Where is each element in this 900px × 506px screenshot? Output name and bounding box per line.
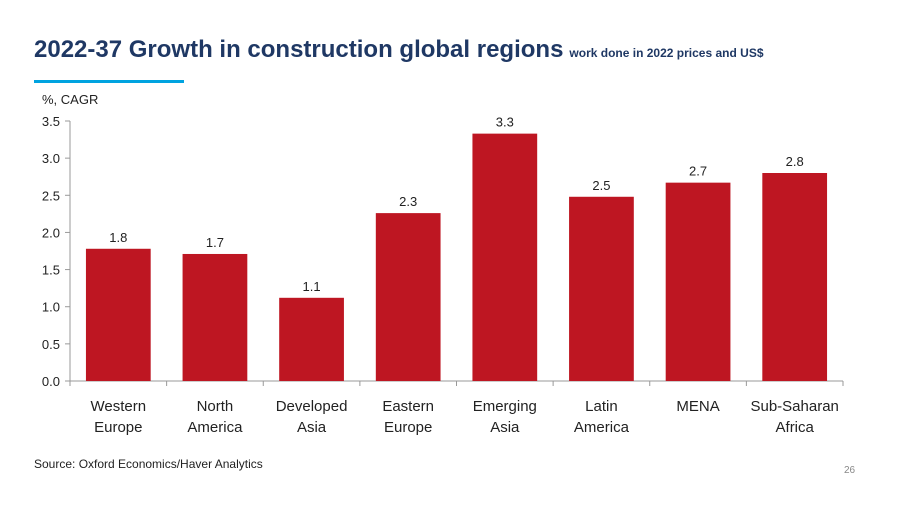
chart-subtitle: work done in 2022 prices and US$ (569, 46, 764, 60)
x-tick-labels: Western Europe North America Developed Asia Ea… (91, 398, 839, 436)
slide-title: 2022-37 Growth in construction global re… (34, 36, 764, 64)
bar-value-label: 3.3 (496, 115, 514, 130)
x-tick-label: Emerging (473, 398, 537, 415)
bar (279, 297, 344, 381)
y-tick-label: 3.5 (42, 114, 60, 129)
x-tick-label: Latin (585, 398, 618, 415)
x-tick-label: Western (91, 398, 147, 415)
bar-value-label: 2.5 (592, 178, 610, 193)
y-tick-label: 2.0 (42, 225, 60, 240)
bar-value-label: 1.8 (109, 230, 127, 245)
y-axis-label: %, CAGR (42, 92, 98, 107)
y-tick-labels: 0.0 0.5 1.0 1.5 2.0 2.5 3.0 3.5 (42, 114, 60, 389)
x-tick-label: Europe (384, 419, 432, 436)
x-tick-label: North (197, 398, 234, 415)
x-tick-label: Europe (94, 419, 142, 436)
bar (665, 182, 731, 381)
chart-bars (85, 133, 828, 381)
bar (85, 248, 151, 381)
chart-data-labels: 1.8 1.7 1.1 2.3 3.3 2.5 2.7 2.8 (109, 115, 803, 294)
source-note: Source: Oxford Economics/Haver Analytics (34, 457, 263, 471)
x-tick-label: MENA (676, 398, 719, 415)
y-tick-label: 1.5 (42, 263, 60, 278)
x-tick-label: Developed (276, 398, 348, 415)
bar (762, 173, 828, 381)
x-tick-label: America (574, 419, 630, 436)
bar (375, 213, 441, 381)
x-tick-label: America (187, 419, 243, 436)
y-tick-label: 3.0 (42, 151, 60, 166)
page-number: 26 (844, 465, 856, 476)
bar (569, 196, 634, 381)
y-tick-label: 0.0 (42, 374, 60, 389)
bar-value-label: 1.1 (303, 279, 321, 294)
bar-value-label: 2.3 (399, 194, 417, 209)
x-tick-label: Asia (490, 419, 520, 436)
x-tick-label: Sub-Saharan (750, 398, 838, 415)
bar (182, 253, 248, 381)
bar (472, 133, 538, 381)
x-tick-label: Eastern (382, 398, 434, 415)
bar-value-label: 2.7 (689, 164, 707, 179)
y-tick-label: 0.5 (42, 337, 60, 352)
x-tick-label: Asia (297, 419, 327, 436)
chart-title: 2022-37 Growth in construction global re… (34, 36, 564, 63)
bar-value-label: 1.7 (206, 235, 224, 250)
y-tick-label: 1.0 (42, 300, 60, 315)
x-tick-label: Africa (776, 419, 815, 436)
bar-value-label: 2.8 (786, 154, 804, 169)
title-accent-bar (34, 80, 184, 83)
y-tick-label: 2.5 (42, 188, 60, 203)
